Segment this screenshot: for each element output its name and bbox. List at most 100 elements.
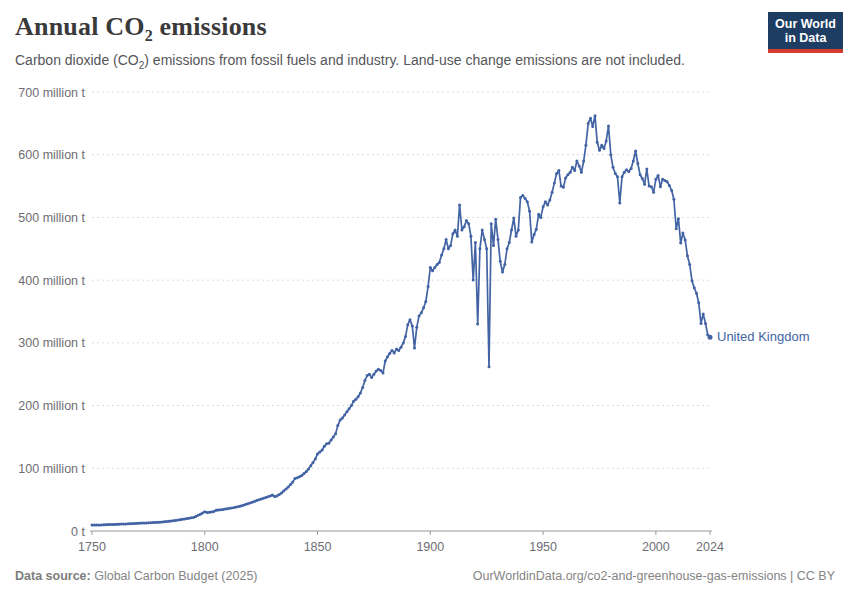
y-tick-label: 500 million t bbox=[18, 211, 85, 225]
data-point bbox=[458, 203, 461, 206]
y-tick-label: 400 million t bbox=[18, 274, 85, 288]
data-point bbox=[422, 306, 425, 309]
data-point bbox=[573, 169, 576, 172]
data-point bbox=[433, 266, 436, 269]
x-tick-label: 1750 bbox=[78, 540, 106, 554]
data-point bbox=[363, 379, 366, 382]
data-point bbox=[454, 229, 457, 232]
data-point bbox=[289, 483, 292, 486]
series-label-united-kingdom: United Kingdom bbox=[717, 329, 810, 344]
data-point bbox=[492, 244, 495, 247]
data-point bbox=[391, 349, 394, 352]
data-point bbox=[388, 352, 391, 355]
data-point bbox=[677, 217, 680, 220]
data-point bbox=[702, 313, 705, 316]
data-point bbox=[609, 153, 612, 156]
data-point bbox=[612, 166, 615, 169]
data-point bbox=[431, 269, 434, 272]
data-point bbox=[499, 260, 502, 263]
data-point bbox=[418, 314, 421, 317]
owid-chart-page: Annual CO2 emissions Carbon dioxide (CO2… bbox=[0, 0, 850, 600]
data-point bbox=[598, 149, 601, 152]
data-point bbox=[445, 238, 448, 241]
data-point bbox=[666, 180, 669, 183]
data-point bbox=[700, 322, 703, 325]
data-point bbox=[614, 172, 617, 175]
data-point bbox=[636, 162, 639, 165]
data-point bbox=[524, 197, 527, 200]
x-tick-label: 1800 bbox=[191, 540, 219, 554]
data-point bbox=[600, 144, 603, 147]
data-point bbox=[402, 341, 405, 344]
data-point bbox=[361, 386, 364, 389]
data-point bbox=[681, 232, 684, 235]
data-point bbox=[544, 200, 547, 203]
data-point bbox=[672, 198, 675, 201]
line-chart-plot-area[interactable]: 0 t100 million t200 million t300 million… bbox=[0, 0, 850, 600]
data-point bbox=[695, 292, 698, 295]
end-point bbox=[708, 335, 713, 340]
data-point bbox=[591, 125, 594, 128]
data-point bbox=[643, 183, 646, 186]
data-point bbox=[697, 301, 700, 304]
data-point bbox=[657, 174, 660, 177]
data-point bbox=[370, 376, 373, 379]
data-point bbox=[490, 222, 493, 225]
y-tick-label: 700 million t bbox=[18, 86, 85, 100]
data-point bbox=[449, 244, 452, 247]
data-point bbox=[670, 189, 673, 192]
data-point bbox=[686, 254, 689, 257]
data-point bbox=[314, 457, 317, 460]
data-point bbox=[578, 165, 581, 168]
data-point bbox=[332, 435, 335, 438]
data-point bbox=[684, 239, 687, 242]
y-tick-label: 600 million t bbox=[18, 148, 85, 162]
footer-link[interactable]: OurWorldinData.org/co2-and-greenhouse-ga… bbox=[473, 569, 835, 583]
data-point bbox=[562, 186, 565, 189]
data-point bbox=[316, 452, 319, 455]
data-point bbox=[546, 203, 549, 206]
data-point bbox=[652, 191, 655, 194]
data-point bbox=[429, 266, 432, 269]
data-point bbox=[508, 241, 511, 244]
data-point bbox=[397, 349, 400, 352]
data-point bbox=[517, 229, 520, 232]
data-point bbox=[634, 150, 637, 153]
data-point bbox=[594, 114, 597, 117]
data-point bbox=[571, 166, 574, 169]
y-tick-label: 0 t bbox=[71, 525, 85, 539]
data-point bbox=[641, 177, 644, 180]
data-point bbox=[645, 168, 648, 171]
data-point bbox=[623, 171, 626, 174]
data-point bbox=[368, 373, 371, 376]
data-point bbox=[537, 213, 540, 216]
data-point bbox=[564, 176, 567, 179]
x-tick-label: 1850 bbox=[304, 540, 332, 554]
data-point bbox=[415, 326, 418, 329]
data-point bbox=[384, 360, 387, 363]
data-point bbox=[528, 210, 531, 213]
x-tick-label: 2000 bbox=[642, 540, 670, 554]
data-point bbox=[413, 346, 416, 349]
data-point bbox=[303, 472, 306, 475]
data-point bbox=[474, 241, 477, 244]
data-point bbox=[580, 171, 583, 174]
data-point bbox=[382, 372, 385, 375]
data-point bbox=[282, 489, 285, 492]
data-point bbox=[372, 373, 375, 376]
data-point bbox=[632, 160, 635, 163]
data-point bbox=[488, 365, 491, 368]
data-point bbox=[352, 400, 355, 403]
data-point bbox=[679, 242, 682, 245]
data-point bbox=[539, 216, 542, 219]
data-point bbox=[424, 300, 427, 303]
data-point bbox=[287, 486, 290, 489]
data-point bbox=[460, 229, 463, 232]
data-point bbox=[339, 419, 342, 422]
x-tick-label: 1900 bbox=[416, 540, 444, 554]
data-point bbox=[587, 122, 590, 125]
data-point bbox=[386, 355, 389, 358]
data-point bbox=[693, 286, 696, 289]
data-point bbox=[330, 439, 333, 442]
data-point bbox=[688, 263, 691, 266]
